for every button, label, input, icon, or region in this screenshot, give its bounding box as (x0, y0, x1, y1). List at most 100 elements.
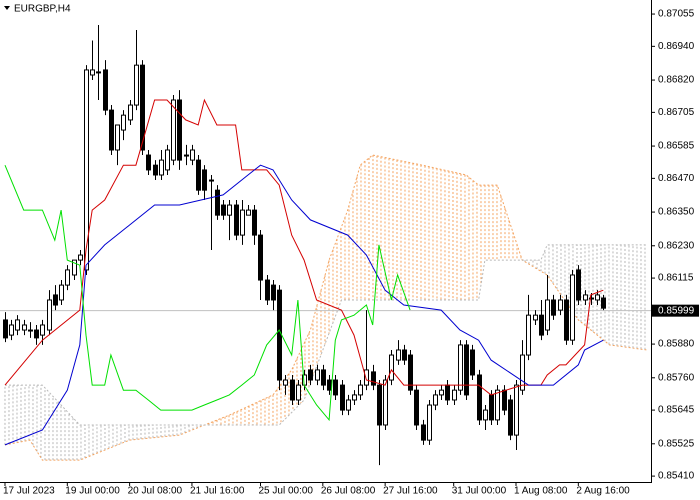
candle-body (28, 329, 33, 332)
candle-body (308, 369, 313, 381)
candle-body (59, 284, 64, 301)
candle-body (246, 209, 251, 216)
y-tick-label: 0.86820 (658, 75, 695, 86)
y-tick-label: 0.86230 (658, 240, 695, 251)
x-tick-label: 27 Jul 16:00 (383, 486, 438, 497)
candle-body (209, 179, 214, 182)
candle-body (377, 384, 382, 426)
candle-body (489, 394, 494, 421)
senkou-span-a (4, 154, 647, 461)
candle-body (190, 149, 195, 161)
candle-body (558, 299, 563, 311)
candle-body (283, 379, 288, 386)
candle-body (477, 374, 482, 421)
indicator-line (4, 165, 411, 422)
candle-body (564, 299, 569, 341)
candle-body (128, 104, 133, 121)
candle-body (321, 369, 326, 386)
candle-body (22, 324, 27, 331)
candle-body (196, 159, 201, 191)
candle-body (340, 384, 345, 411)
candle-body (146, 154, 151, 171)
candle-body (47, 299, 52, 331)
candle-body (15, 319, 20, 331)
y-tick-label: 0.85525 (658, 438, 695, 449)
candle-body (452, 389, 457, 401)
candle-body (601, 297, 606, 309)
candle-body (115, 124, 120, 151)
x-tick-label: 31 Jul 00:00 (452, 486, 507, 497)
candle-body (153, 164, 158, 176)
x-tick-label: 21 Jul 16:00 (190, 486, 245, 497)
x-tick-label: 1 Aug 08:00 (514, 486, 568, 497)
candle-body (526, 314, 531, 356)
candle-body (433, 394, 438, 406)
current-price-box (652, 304, 699, 317)
y-tick-label: 0.85880 (658, 339, 695, 350)
candle-body (464, 344, 469, 396)
y-tick-label: 0.86350 (658, 207, 695, 218)
candle-body (570, 274, 575, 341)
candle-body (221, 204, 226, 216)
candle-body (583, 294, 588, 301)
candle-body (234, 204, 239, 236)
candle-body (315, 369, 320, 381)
candle-body (396, 349, 401, 361)
candle-body (103, 69, 108, 111)
candle-body (551, 299, 556, 316)
candle-body (539, 314, 544, 336)
candle-body (371, 371, 376, 386)
candle-body (470, 349, 475, 376)
candle-body (271, 284, 276, 301)
candle-body (159, 159, 164, 176)
candle-body (78, 254, 83, 261)
candle-body (364, 369, 369, 386)
candle-body (389, 354, 394, 381)
x-tick-label: 2 Aug 16:00 (576, 486, 630, 497)
symbol-menu-arrow[interactable] (4, 6, 10, 10)
candle-body (134, 64, 139, 106)
candle-body (240, 209, 245, 236)
candle-body (109, 109, 114, 151)
candle-body (346, 399, 351, 411)
candle-body (165, 149, 170, 171)
senkou-span-b (5, 244, 647, 426)
candle-body (383, 379, 388, 426)
candle-body (265, 279, 270, 301)
y-tick-label: 0.86115 (658, 273, 694, 284)
candle-body (121, 114, 126, 131)
candle-body (408, 354, 413, 391)
candle-body (495, 389, 500, 421)
candle-body (458, 344, 463, 391)
x-tick-label: 17 Jul 2023 (3, 486, 55, 497)
candle-body (352, 394, 357, 401)
candle-body (258, 234, 263, 281)
y-tick-label: 0.86705 (658, 107, 695, 118)
candle-body (53, 294, 58, 306)
candle-body (576, 269, 581, 301)
candle-body (3, 319, 8, 339)
candle-body (520, 354, 525, 391)
candle-body (277, 289, 282, 381)
plot-area (0, 24, 651, 466)
y-tick-label: 0.86585 (658, 141, 695, 152)
candle-body (65, 269, 70, 286)
candle-body (483, 409, 488, 421)
candle-body (333, 379, 338, 396)
candle-body (514, 384, 519, 436)
candle-body (445, 384, 450, 401)
candle-body (34, 329, 39, 339)
candle-body (40, 324, 45, 336)
candle-body (184, 154, 189, 157)
candle-body (296, 384, 301, 401)
candle-body (414, 389, 419, 426)
candle-body (171, 99, 176, 161)
candle-body (427, 404, 432, 441)
candle-body (533, 314, 538, 321)
current-price-label: 0.85999 (658, 305, 695, 316)
candle-body (215, 189, 220, 216)
x-tick-label: 25 Jul 00:00 (258, 486, 313, 497)
candle-body (177, 99, 182, 161)
candle-body (9, 324, 14, 336)
